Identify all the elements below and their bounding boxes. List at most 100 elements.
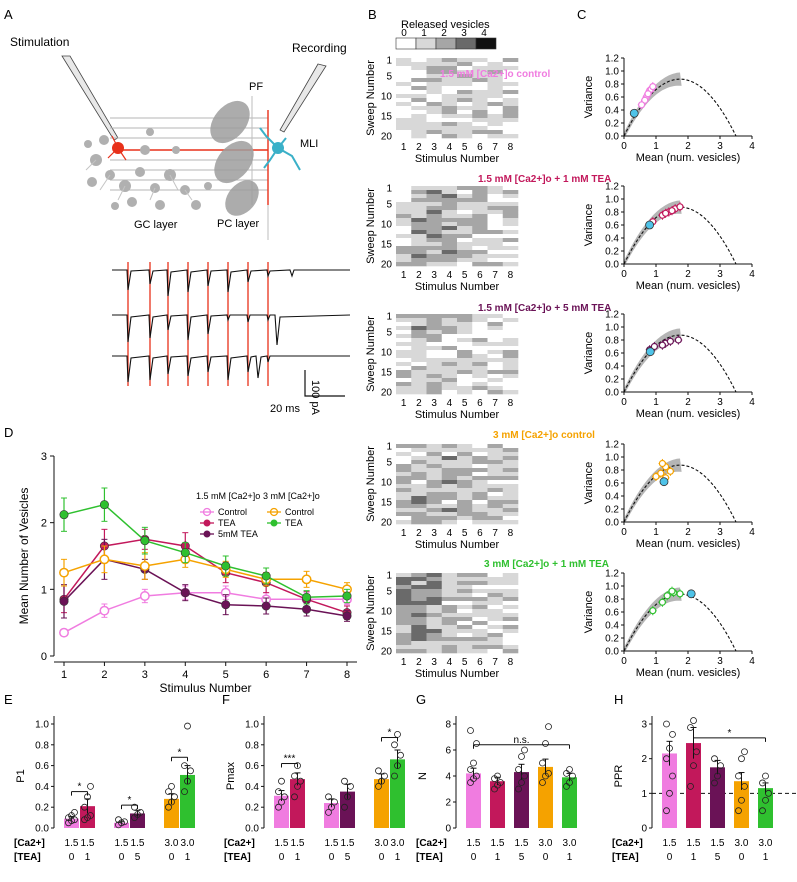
heatmap-cell bbox=[472, 516, 488, 521]
heatmap-cell bbox=[472, 262, 488, 267]
individual-point bbox=[473, 772, 480, 780]
tea-value-label: 0 bbox=[739, 852, 745, 863]
sweep-tick-label: 5 bbox=[386, 458, 392, 469]
colorbar-cell bbox=[435, 37, 457, 50]
heatmap-cell bbox=[396, 110, 412, 115]
heatmap-cell bbox=[411, 74, 427, 79]
heatmap-cell bbox=[487, 370, 504, 375]
condition-title-2: 1.5 mM [Ca2+]o + 1 mM TEA bbox=[478, 174, 611, 185]
heatmap-cell bbox=[472, 114, 488, 119]
heatmap-cell bbox=[472, 110, 488, 115]
significance-marker: n.s. bbox=[513, 735, 529, 746]
heatmap-cell bbox=[441, 246, 458, 251]
heatmap-cell bbox=[426, 484, 443, 489]
heatmap-cell bbox=[502, 581, 519, 586]
heatmap-cell bbox=[441, 62, 458, 67]
individual-point bbox=[278, 777, 285, 785]
d-x-tick-label: 5 bbox=[223, 669, 229, 681]
heatmap-cell bbox=[441, 516, 458, 521]
heatmap-cell bbox=[396, 226, 412, 231]
heatmap-cell bbox=[472, 342, 488, 347]
individual-point bbox=[168, 783, 175, 790]
heatmap-cell bbox=[457, 186, 473, 191]
heatmap-cell bbox=[411, 134, 427, 139]
x-tick-label: 3 bbox=[717, 269, 723, 280]
heatmap-cell bbox=[457, 134, 473, 139]
heatmap-cell bbox=[426, 206, 443, 211]
variance-axis-label: Variance bbox=[583, 204, 595, 247]
y-tick-label: 0.8 bbox=[605, 80, 619, 91]
heatmap-cell bbox=[502, 378, 519, 383]
x-tick-label: 2 bbox=[685, 269, 691, 280]
heatmap-cell bbox=[457, 130, 473, 135]
heatmap-cell bbox=[426, 456, 443, 461]
heatmap-cell bbox=[396, 645, 412, 650]
heatmap-cell bbox=[502, 122, 519, 127]
heatmap-cell bbox=[502, 114, 519, 119]
heatmap-cell bbox=[411, 452, 427, 457]
heatmap-cell bbox=[472, 649, 488, 654]
legend-label-tea15: TEA bbox=[218, 518, 236, 528]
heatmap-cell bbox=[457, 262, 473, 267]
bar bbox=[758, 788, 773, 828]
ca-value-label: 1.5 bbox=[663, 838, 677, 849]
heatmap-cell bbox=[472, 242, 488, 247]
heatmap-cell bbox=[441, 58, 458, 63]
heatmap-cell bbox=[396, 234, 412, 239]
ca-value-label: 3.0 bbox=[735, 838, 749, 849]
heatmap-cell bbox=[396, 230, 412, 235]
heatmap-cell bbox=[396, 374, 412, 379]
heatmap-cell bbox=[487, 194, 504, 199]
ca-value-label: 3.0 bbox=[563, 838, 577, 849]
sweep-number-axis-label: Sweep Number bbox=[365, 60, 377, 136]
sweep-tick-label: 20 bbox=[381, 388, 393, 399]
heatmap-cell bbox=[396, 350, 412, 355]
stimulus-tick-label: 6 bbox=[477, 142, 483, 153]
heatmap-cell bbox=[396, 90, 412, 95]
granule-cell-cluster bbox=[84, 128, 212, 210]
heatmap-cell bbox=[396, 464, 412, 469]
heatmap-cell bbox=[396, 126, 412, 131]
heatmap-cell bbox=[502, 102, 519, 107]
legend-item-control3: Control bbox=[267, 507, 314, 517]
heatmap-cell bbox=[441, 262, 458, 267]
variance-axis-label: Variance bbox=[583, 591, 595, 634]
bar bbox=[374, 779, 389, 828]
heatmap-cell bbox=[487, 581, 504, 586]
heatmap-cell bbox=[487, 222, 504, 227]
scale-current-label: 100 pA bbox=[309, 380, 321, 416]
heatmap-cell bbox=[487, 318, 504, 323]
heatmap-cell bbox=[487, 62, 504, 67]
stimulus-number-axis-label: Stimulus Number bbox=[415, 668, 500, 680]
y-tick-label: 0.8 bbox=[605, 208, 619, 219]
heatmap-cell bbox=[441, 118, 458, 123]
heatmap-cell bbox=[472, 58, 488, 63]
heatmap-cell bbox=[411, 78, 427, 83]
heatmap-cell bbox=[426, 130, 443, 135]
x-tick-label: 3 bbox=[717, 141, 723, 152]
heatmap-cell bbox=[411, 194, 427, 199]
heatmap-cell bbox=[457, 350, 473, 355]
heatmap-cell bbox=[487, 390, 504, 395]
heatmap-cell bbox=[457, 476, 473, 481]
y-tick-label: 1.2 bbox=[605, 310, 619, 321]
heatmap-cell bbox=[487, 633, 504, 638]
heatmap-cell bbox=[426, 218, 443, 223]
stimulus-tick-label: 4 bbox=[447, 142, 453, 153]
heatmap-cell bbox=[411, 58, 427, 63]
individual-point bbox=[137, 809, 144, 816]
heatmap-cell bbox=[411, 126, 427, 131]
sweep-number-axis-label: Sweep Number bbox=[365, 316, 377, 392]
bar bbox=[290, 779, 305, 828]
heatmap-cell bbox=[472, 378, 488, 383]
bar bbox=[734, 781, 749, 828]
heatmap-cell bbox=[441, 629, 458, 634]
y-tick-label: 0.6 bbox=[605, 221, 619, 232]
heatmap-cell bbox=[411, 326, 427, 331]
heatmap-cell bbox=[487, 226, 504, 231]
heatmap-cell bbox=[396, 366, 412, 371]
heatmap-cell bbox=[472, 456, 488, 461]
heatmap-cell bbox=[426, 118, 443, 123]
heatmap-cell bbox=[441, 581, 458, 586]
